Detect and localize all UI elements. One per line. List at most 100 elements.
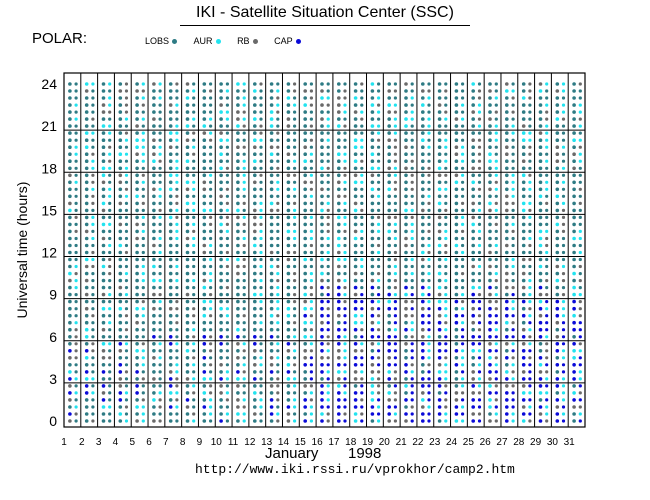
data-point [320, 419, 324, 423]
data-point [393, 286, 397, 290]
data-point [91, 117, 95, 121]
data-point [494, 208, 498, 212]
data-point [393, 412, 397, 416]
data-point [578, 307, 582, 311]
data-point [343, 250, 347, 255]
data-point [427, 257, 431, 262]
data-point [393, 328, 397, 332]
data-point [185, 384, 190, 388]
data-point [555, 405, 560, 409]
data-point [337, 124, 341, 128]
data-point [209, 159, 213, 163]
x-tick-label: 27 [496, 437, 508, 448]
data-point [253, 405, 257, 409]
data-point [494, 103, 498, 107]
data-point [303, 201, 308, 206]
data-point [259, 264, 263, 269]
data-point [242, 314, 246, 318]
data-point [555, 152, 560, 156]
data-point [461, 152, 465, 156]
data-point [555, 89, 560, 93]
data-point [494, 398, 498, 402]
data-point [168, 278, 173, 283]
data-point [421, 145, 425, 149]
data-point [286, 398, 291, 402]
data-point [528, 159, 532, 163]
data-point [377, 419, 381, 423]
data-point [461, 349, 465, 353]
data-point [192, 300, 196, 304]
data-point [185, 391, 190, 395]
data-point [225, 222, 229, 226]
data-point [454, 166, 459, 171]
data-point [101, 377, 106, 381]
data-point [74, 349, 78, 353]
data-point [461, 110, 465, 114]
data-point [293, 356, 297, 360]
data-point [545, 187, 549, 191]
data-point [84, 145, 89, 149]
data-point [118, 419, 123, 423]
data-point [461, 293, 465, 297]
data-point [286, 180, 291, 185]
data-point [326, 286, 330, 290]
data-point [84, 89, 89, 93]
data-point [141, 152, 145, 156]
data-point [91, 314, 95, 318]
data-point [477, 293, 482, 297]
data-point [404, 398, 408, 402]
data-point [124, 145, 129, 149]
data-point [108, 342, 112, 346]
data-point [461, 272, 465, 276]
data-point [360, 152, 364, 156]
data-point [511, 391, 515, 395]
data-point [259, 405, 263, 409]
data-point [505, 271, 509, 276]
data-point [555, 257, 560, 262]
data-point [209, 384, 213, 388]
data-point [152, 166, 156, 171]
data-point [101, 159, 106, 163]
data-point [209, 286, 213, 290]
data-point [572, 194, 576, 199]
data-point [538, 152, 543, 156]
data-point [141, 405, 145, 409]
data-point [454, 187, 459, 192]
data-point [488, 103, 492, 107]
data-point [253, 166, 257, 171]
data-point [393, 349, 397, 353]
data-point [91, 131, 95, 135]
data-point [370, 271, 375, 276]
data-point [84, 243, 89, 248]
data-point [572, 285, 576, 290]
data-point [387, 377, 392, 381]
data-point [377, 145, 381, 149]
data-point [242, 138, 246, 142]
data-point [427, 145, 431, 149]
data-point [337, 236, 341, 241]
data-point [377, 103, 381, 107]
data-point [370, 370, 375, 374]
data-point [101, 201, 106, 206]
data-point [511, 173, 515, 177]
data-point [219, 152, 223, 156]
data-point [528, 412, 532, 416]
data-point [377, 89, 381, 93]
data-point [454, 377, 459, 381]
data-point [477, 328, 482, 332]
data-point [320, 89, 324, 93]
data-point [175, 131, 179, 135]
data-point [377, 405, 381, 409]
data-point [437, 419, 442, 423]
data-point [253, 215, 257, 220]
data-point [555, 285, 560, 290]
data-point [370, 363, 375, 367]
data-point [202, 257, 207, 262]
data-point [404, 138, 408, 142]
data-point [337, 152, 341, 156]
data-point [168, 82, 173, 86]
data-point [135, 110, 139, 114]
data-point [286, 257, 291, 262]
data-point [124, 103, 129, 107]
data-point [118, 82, 123, 86]
